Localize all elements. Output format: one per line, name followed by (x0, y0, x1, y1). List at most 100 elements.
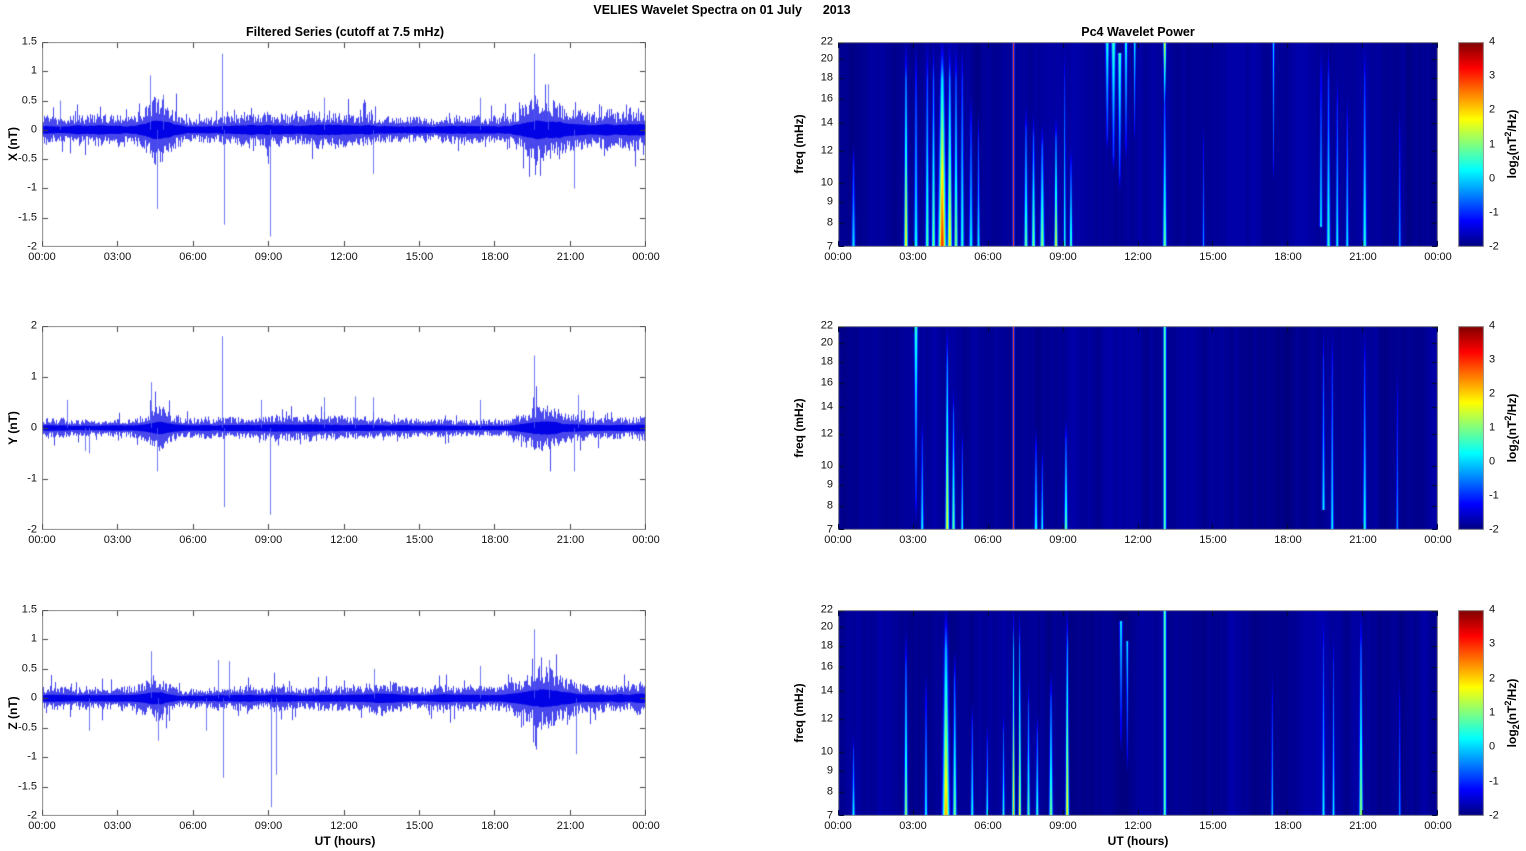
panel-timeseries-y: 00:00 03:00 06:00 09:00 12:00 15:00 18:00 21:00… (27, 320, 660, 547)
tick-label: 20 (820, 336, 833, 349)
tick-label: 00:00 (632, 251, 660, 263)
tick-label: -2 (1489, 523, 1499, 536)
tick-label: 20 (820, 620, 833, 633)
tick-label: 09:00 (254, 534, 283, 546)
tick-label: -2 (1489, 809, 1499, 822)
tick-label: 18:00 (481, 534, 509, 546)
tick-label: 0 (1489, 172, 1496, 185)
spectrogram-y-plot (838, 326, 1438, 530)
tick-label: 09:00 (1049, 251, 1077, 263)
tick-label: 00:00 (1424, 534, 1452, 546)
tick-label: 14 (820, 116, 833, 129)
tick-label: 03:00 (103, 820, 132, 832)
tick-label: 06:00 (974, 820, 1002, 832)
tick-label: 16 (820, 376, 833, 389)
tick-label: 1 (1489, 421, 1496, 434)
tick-label: 10 (820, 176, 833, 189)
tick-label: 2 (1489, 387, 1496, 400)
tick-label: 1 (1489, 138, 1496, 150)
tick-label: 3 (1489, 353, 1496, 366)
tick-label: 12 (820, 144, 833, 156)
tick-label: 00:00 (28, 251, 56, 263)
tick-label: 8 (826, 785, 833, 798)
tick-label: 10 (820, 459, 833, 472)
tick-label: 4 (1489, 319, 1496, 332)
tick-label: 12:00 (330, 820, 358, 832)
colorbar-y-gradient (1458, 326, 1484, 530)
timeseries-z-plot (42, 610, 646, 816)
tick-label: 00:00 (824, 534, 852, 546)
panel-spectrogram-y: 00:00 03:00 06:00 09:00 12:00 15:00 18:00 21:00… (821, 320, 1452, 547)
tick-label: 00:00 (1424, 820, 1452, 832)
colorbar-z: 4 3 2 1 0 -1 -2 (1458, 604, 1499, 822)
tick-label: 0.5 (21, 94, 37, 107)
tick-label: 21:00 (556, 820, 585, 832)
colorbar-x-gradient (1458, 42, 1484, 247)
tick-label: 14 (820, 400, 833, 413)
tick-label: 18:00 (1274, 251, 1302, 263)
tick-label: 15:00 (405, 820, 434, 832)
tick-label: -1 (27, 750, 37, 763)
tick-label: -1.5 (18, 780, 37, 793)
tick-label: 22 (820, 35, 833, 48)
tick-label: 0 (30, 123, 37, 136)
tick-label: 12 (820, 712, 833, 725)
tick-label: 06:00 (179, 534, 207, 546)
tick-label: 03:00 (103, 251, 132, 263)
tick-label: 2 (1489, 103, 1496, 116)
tick-label: 15:00 (1199, 534, 1227, 546)
tick-label: 00:00 (28, 534, 56, 546)
tick-label: 06:00 (974, 251, 1002, 263)
tick-label: 4 (1489, 603, 1496, 616)
tick-label: 12:00 (330, 251, 358, 263)
tick-label: -2 (27, 240, 37, 253)
tick-label: 1 (1489, 706, 1496, 719)
tick-label: 8 (826, 499, 833, 512)
tick-label: 22 (820, 319, 833, 332)
tick-label: 12:00 (1124, 820, 1152, 832)
panel-spectrogram-x: 00:00 03:00 06:00 09:00 12:00 15:00 18:00 21:00… (821, 36, 1452, 264)
tick-label: -2 (27, 523, 37, 536)
tick-label: 1 (30, 632, 37, 645)
tick-label: 18 (820, 639, 833, 652)
tick-label: 03:00 (103, 534, 132, 546)
tick-label: 3 (1489, 637, 1496, 650)
tick-label: 03:00 (899, 251, 927, 263)
left-column-title: Filtered Series (cutoff at 7.5 mHz) (246, 25, 444, 39)
tick-label: 7 (826, 809, 833, 822)
tick-label: 21:00 (556, 534, 585, 546)
tick-label: 18:00 (1274, 820, 1302, 832)
tick-label: 00:00 (632, 534, 660, 546)
tick-label: 0 (30, 421, 37, 434)
tick-label: 09:00 (1049, 820, 1077, 832)
timeseries-y-plot (42, 326, 646, 530)
colorbar-x: 4 3 2 1 0 -1 -2 (1458, 36, 1499, 253)
tick-label: 06:00 (974, 534, 1002, 546)
tick-label: -1 (27, 181, 37, 194)
timeseries-x-plot (42, 42, 646, 247)
right-column-title: Pc4 Wavelet Power (1081, 25, 1195, 39)
tick-label: -2 (27, 809, 37, 822)
ylabel-z-nt: Z (nT) (6, 696, 20, 730)
tick-label: 18:00 (481, 820, 509, 832)
panel-timeseries-x: 00:00 03:00 06:00 09:00 12:00 15:00 18:00 21:00… (18, 36, 660, 264)
panel-timeseries-z: 00:00 03:00 06:00 09:00 12:00 15:00 18:00 21:00… (18, 604, 660, 833)
tick-label: 1 (30, 64, 37, 77)
tick-label: 9 (826, 764, 833, 777)
tick-label: 15:00 (405, 534, 434, 546)
ylabel-freq-1: freq (mHz) (792, 114, 806, 174)
tick-label: 18:00 (1274, 534, 1302, 546)
tick-label: 8 (826, 216, 833, 229)
tick-label: 0 (30, 691, 37, 704)
tick-label: 2 (30, 319, 37, 332)
tick-label: 7 (826, 523, 833, 536)
tick-label: 20 (820, 52, 833, 65)
tick-label: 3 (1489, 69, 1496, 82)
tick-label: 12:00 (1124, 251, 1152, 263)
tick-label: 18 (820, 71, 833, 84)
tick-label: 00:00 (28, 820, 56, 832)
tick-label: 15:00 (1199, 251, 1227, 263)
tick-label: 9 (826, 195, 833, 208)
tick-label: 14 (820, 684, 833, 697)
